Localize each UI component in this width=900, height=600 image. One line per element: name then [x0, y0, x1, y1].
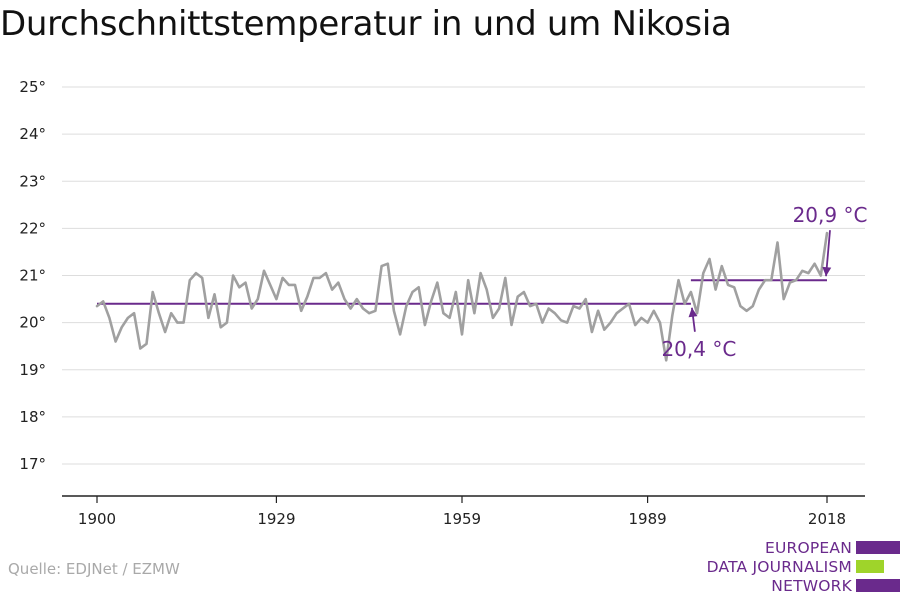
y-tick-label-17: 17°: [19, 455, 46, 473]
logo-bar-3: [856, 579, 900, 592]
x-tick-label-1929: 1929: [257, 510, 295, 528]
y-tick-label-21: 21°: [19, 267, 46, 285]
temperature-line: [95, 231, 829, 362]
logo-line-2: DATA JOURNALISM: [706, 558, 852, 576]
gridlines: [62, 86, 865, 465]
y-tick-label-22: 22°: [19, 219, 46, 237]
y-tick-label-18: 18°: [19, 408, 46, 426]
y-tick-label-23: 23°: [19, 172, 46, 190]
y-axis-tick-labels: 17° 18° 19° 20° 21° 22° 23° 24° 25°: [19, 78, 46, 473]
x-tick-label-1900: 1900: [78, 510, 116, 528]
logo-bar-2: [856, 560, 884, 573]
y-tick-label-20: 20°: [19, 314, 46, 332]
edjnet-logo: EUROPEAN DATA JOURNALISM NETWORK: [700, 538, 900, 596]
annotation-label-low: 20,4 °C: [661, 337, 736, 361]
logo-line-1: EUROPEAN: [764, 539, 852, 557]
annotations: 20,4 °C 20,9 °C: [661, 203, 867, 361]
source-note: Quelle: EDJNet / EZMW: [8, 560, 180, 578]
chart-title: Durchschnittstemperatur in und um Nikosi…: [0, 4, 732, 44]
annotation-label-high: 20,9 °C: [793, 203, 868, 227]
annotation-arrow-high-head: [822, 266, 832, 277]
logo-line-3: NETWORK: [771, 577, 852, 595]
annotation-arrow-high: [822, 230, 832, 277]
annotation-arrow-low-head: [688, 307, 698, 318]
y-tick-label-19: 19°: [19, 361, 46, 379]
y-tick-label-25: 25°: [19, 78, 46, 96]
x-tick-label-1989: 1989: [628, 510, 666, 528]
y-tick-label-24: 24°: [19, 125, 46, 143]
logo-bar-1: [856, 541, 900, 554]
annotation-arrow-low: [688, 307, 698, 332]
series-layer: [95, 231, 829, 362]
line-chart: 17° 18° 19° 20° 21° 22° 23° 24° 25° 1900 1929 1959…: [19, 78, 867, 528]
x-axis: 1900 1929 1959 1989 2018: [62, 495, 865, 528]
x-tick-label-1959: 1959: [443, 510, 481, 528]
x-tick-label-2018: 2018: [808, 510, 846, 528]
